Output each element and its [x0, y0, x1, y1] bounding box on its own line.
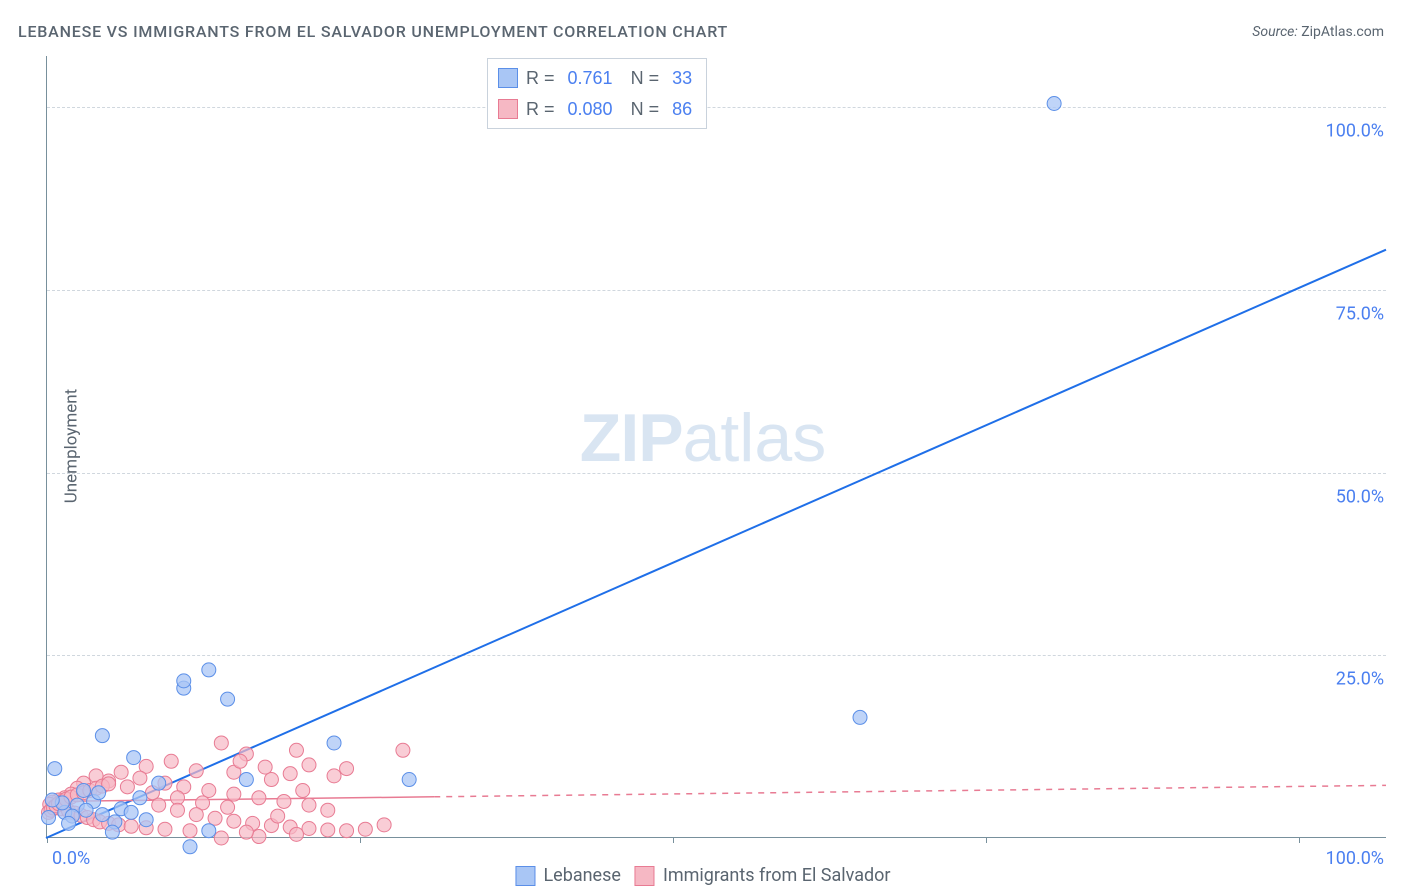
stat-n-label: N = — [621, 94, 660, 125]
data-point — [152, 798, 166, 812]
data-point — [139, 813, 153, 827]
data-point — [170, 791, 184, 805]
data-point — [202, 783, 216, 797]
data-point — [79, 803, 93, 817]
data-point — [289, 827, 303, 841]
data-point — [296, 783, 310, 797]
data-point — [327, 769, 341, 783]
data-point — [264, 773, 278, 787]
data-point — [340, 824, 354, 838]
data-point — [277, 794, 291, 808]
data-point — [158, 822, 172, 836]
data-point — [853, 710, 867, 724]
data-point — [189, 808, 203, 822]
source-attribution: Source: ZipAtlas.com — [1252, 24, 1384, 40]
data-point — [208, 811, 222, 825]
data-point — [302, 798, 316, 812]
legend-swatch — [515, 866, 535, 886]
data-point — [183, 824, 197, 838]
data-point — [105, 825, 119, 839]
stat-n-value: 33 — [667, 63, 692, 94]
stats-legend-row: R = 0.761 N = 33 — [498, 63, 692, 94]
data-point — [124, 819, 138, 833]
data-point — [233, 754, 247, 768]
data-point — [227, 814, 241, 828]
y-tick-label: 100.0% — [1326, 121, 1384, 142]
legend-label: Lebanese — [543, 865, 620, 886]
stat-n-label: N = — [621, 63, 660, 94]
data-point — [133, 791, 147, 805]
data-point — [214, 736, 228, 750]
data-point — [258, 760, 272, 774]
data-point — [164, 754, 178, 768]
stat-r-value: 0.080 — [568, 94, 613, 125]
data-point — [202, 824, 216, 838]
data-point — [327, 736, 341, 750]
chart-svg — [46, 56, 1386, 838]
legend-swatch — [498, 68, 518, 88]
data-point — [177, 674, 191, 688]
data-point — [189, 764, 203, 778]
data-point — [95, 729, 109, 743]
data-point — [271, 809, 285, 823]
y-tick-label: 25.0% — [1336, 669, 1384, 690]
data-point — [77, 783, 91, 797]
data-point — [302, 758, 316, 772]
data-point — [221, 692, 235, 706]
data-point — [1047, 97, 1061, 111]
data-point — [289, 743, 303, 757]
data-point — [239, 825, 253, 839]
data-point — [227, 787, 241, 801]
data-point — [252, 791, 266, 805]
data-point — [321, 803, 335, 817]
data-point — [124, 805, 138, 819]
data-point — [221, 800, 235, 814]
stat-r-value: 0.761 — [568, 63, 613, 94]
data-point — [214, 831, 228, 845]
data-point — [358, 822, 372, 836]
data-point — [377, 818, 391, 832]
data-point — [152, 776, 166, 790]
data-point — [321, 823, 335, 837]
data-point — [170, 803, 184, 817]
data-point — [396, 743, 410, 757]
data-point — [48, 762, 62, 776]
data-point — [402, 773, 416, 787]
x-tick-label: 0.0% — [52, 848, 90, 869]
data-point — [283, 767, 297, 781]
data-point — [127, 751, 141, 765]
data-point — [42, 811, 56, 825]
stat-r-label: R = — [526, 94, 560, 125]
data-point — [92, 786, 106, 800]
data-point — [62, 816, 76, 830]
chart-title: LEBANESE VS IMMIGRANTS FROM EL SALVADOR … — [18, 22, 728, 41]
y-tick-label: 50.0% — [1336, 486, 1384, 507]
stats-legend-row: R = 0.080 N = 86 — [498, 94, 692, 125]
data-point — [133, 771, 147, 785]
data-point — [252, 830, 266, 844]
data-point — [120, 780, 134, 794]
trend-line — [434, 785, 1386, 796]
y-tick-label: 75.0% — [1336, 303, 1384, 324]
data-point — [302, 821, 316, 835]
source-value: ZipAtlas.com — [1301, 24, 1384, 40]
data-point — [114, 765, 128, 779]
stat-n-value: 86 — [667, 94, 692, 125]
legend-label: Immigrants from El Salvador — [663, 865, 891, 886]
bottom-legend-item: Immigrants from El Salvador — [635, 865, 891, 886]
data-point — [340, 762, 354, 776]
bottom-legend-item: Lebanese — [515, 865, 620, 886]
bottom-legend: Lebanese Immigrants from El Salvador — [515, 865, 890, 886]
legend-swatch — [498, 99, 518, 119]
legend-swatch — [635, 866, 655, 886]
x-tick-label: 100.0% — [1326, 848, 1384, 869]
data-point — [95, 808, 109, 822]
stat-r-label: R = — [526, 63, 560, 94]
stats-legend-box: R = 0.761 N = 33R = 0.080 N = 86 — [487, 58, 707, 129]
data-point — [45, 793, 59, 807]
data-point — [183, 840, 197, 854]
data-point — [239, 773, 253, 787]
source-label: Source: — [1252, 24, 1297, 40]
data-point — [202, 663, 216, 677]
